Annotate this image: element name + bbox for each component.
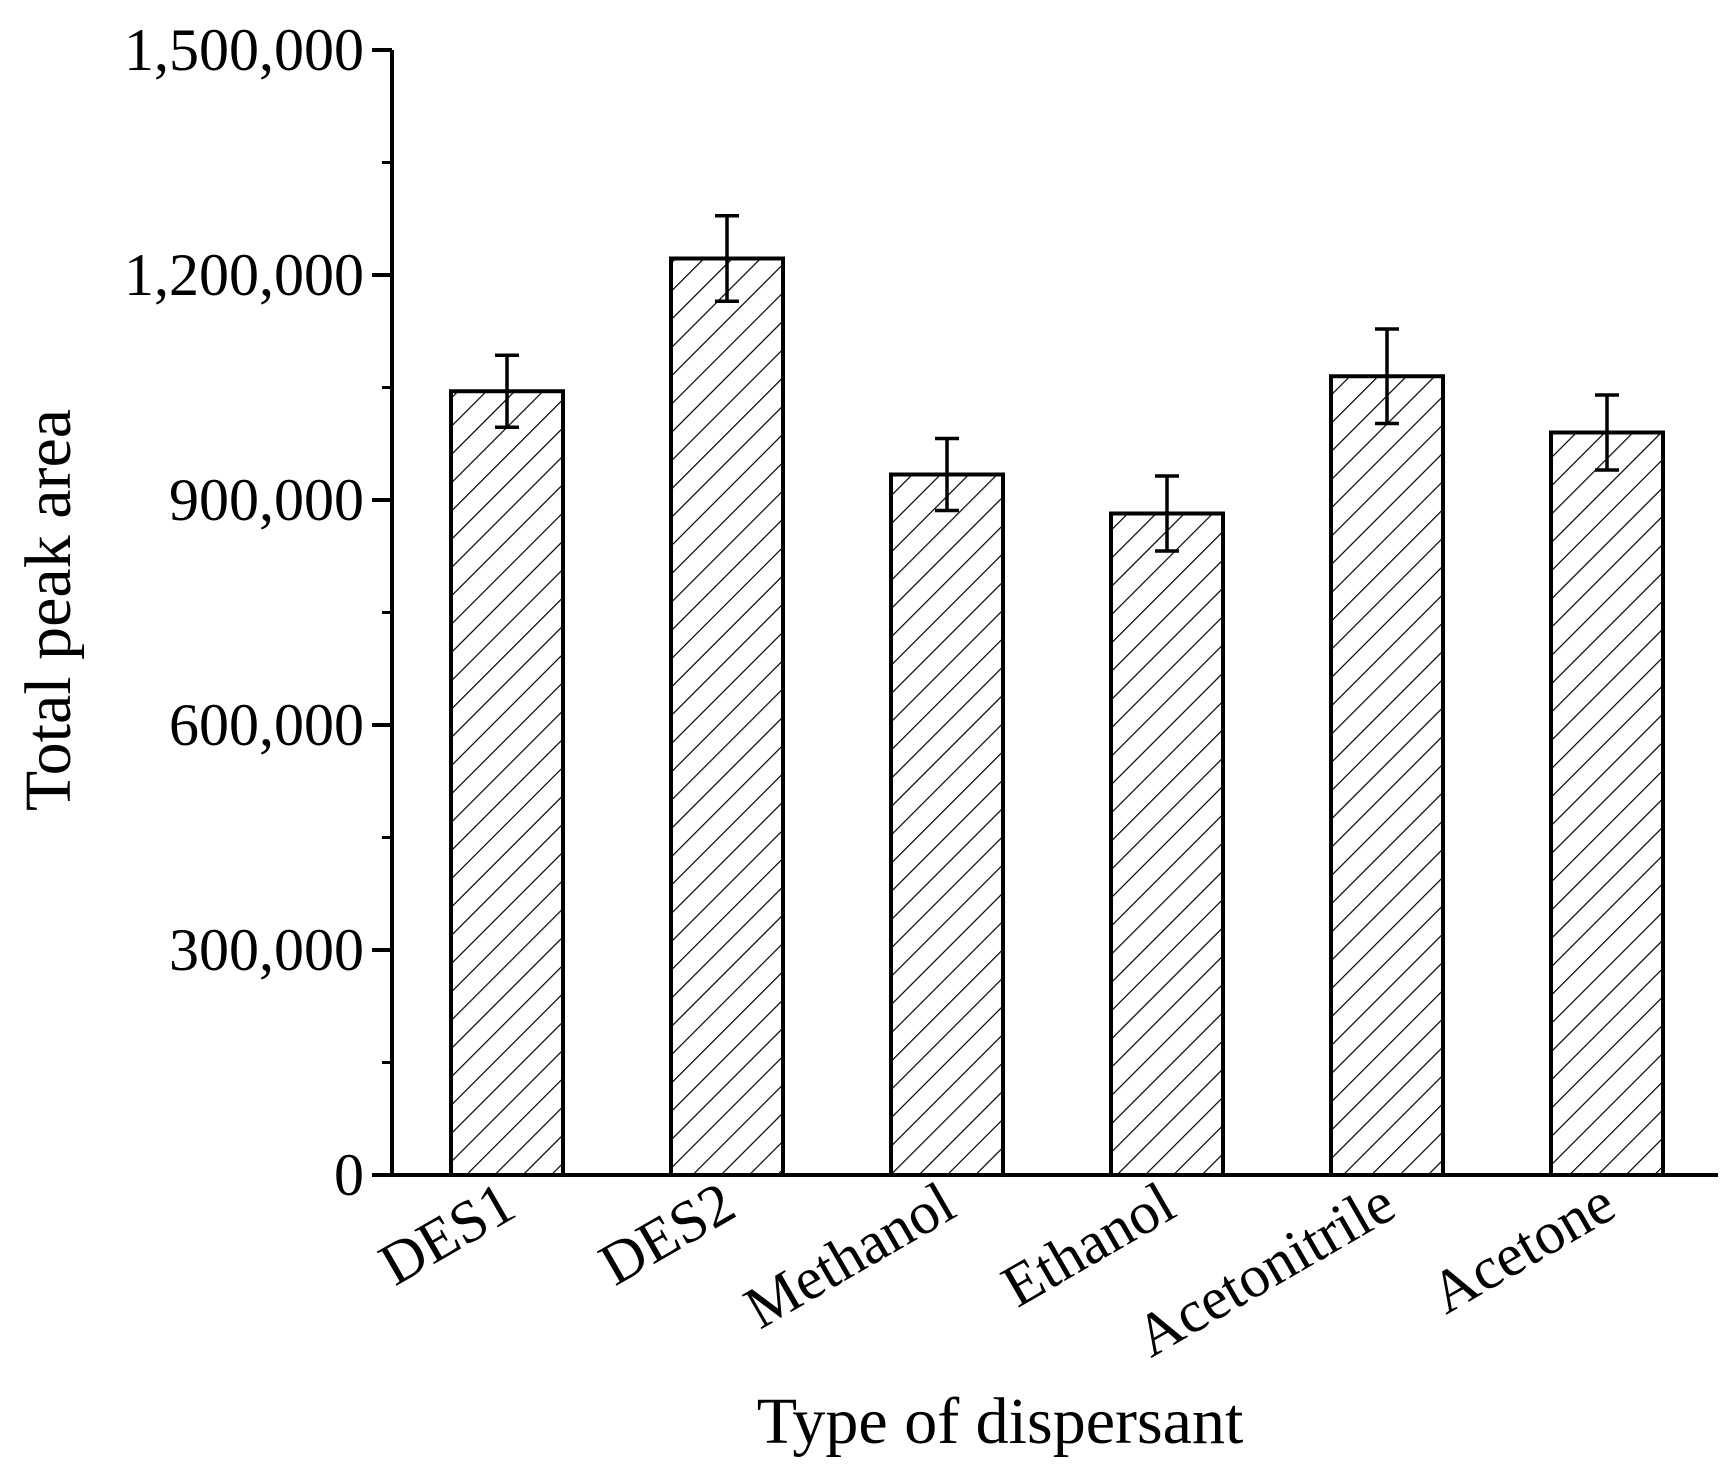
y-tick-label: 300,000 (169, 917, 364, 983)
y-axis-title: Total peak area (12, 409, 85, 811)
x-tick-label: Methanol (733, 1169, 965, 1341)
x-axis-title: Type of dispersant (757, 1385, 1244, 1458)
bar-acetonitrile (1329, 374, 1445, 1177)
x-tick-label: DES2 (588, 1169, 745, 1298)
y-tick-label: 1,500,000 (124, 17, 364, 83)
bar-methanol (889, 472, 1005, 1177)
bar-des2 (669, 256, 785, 1177)
y-tick-label: 1,200,000 (124, 242, 364, 308)
y-tick-label: 0 (334, 1142, 364, 1208)
y-tick-label: 600,000 (169, 692, 364, 758)
bar-ethanol (1109, 511, 1225, 1177)
x-tick-label: Acetone (1419, 1169, 1625, 1326)
x-tick-label: DES1 (368, 1169, 525, 1298)
y-tick-label: 900,000 (169, 467, 364, 533)
bar-acetone (1549, 430, 1665, 1177)
bar-des1 (449, 389, 565, 1177)
